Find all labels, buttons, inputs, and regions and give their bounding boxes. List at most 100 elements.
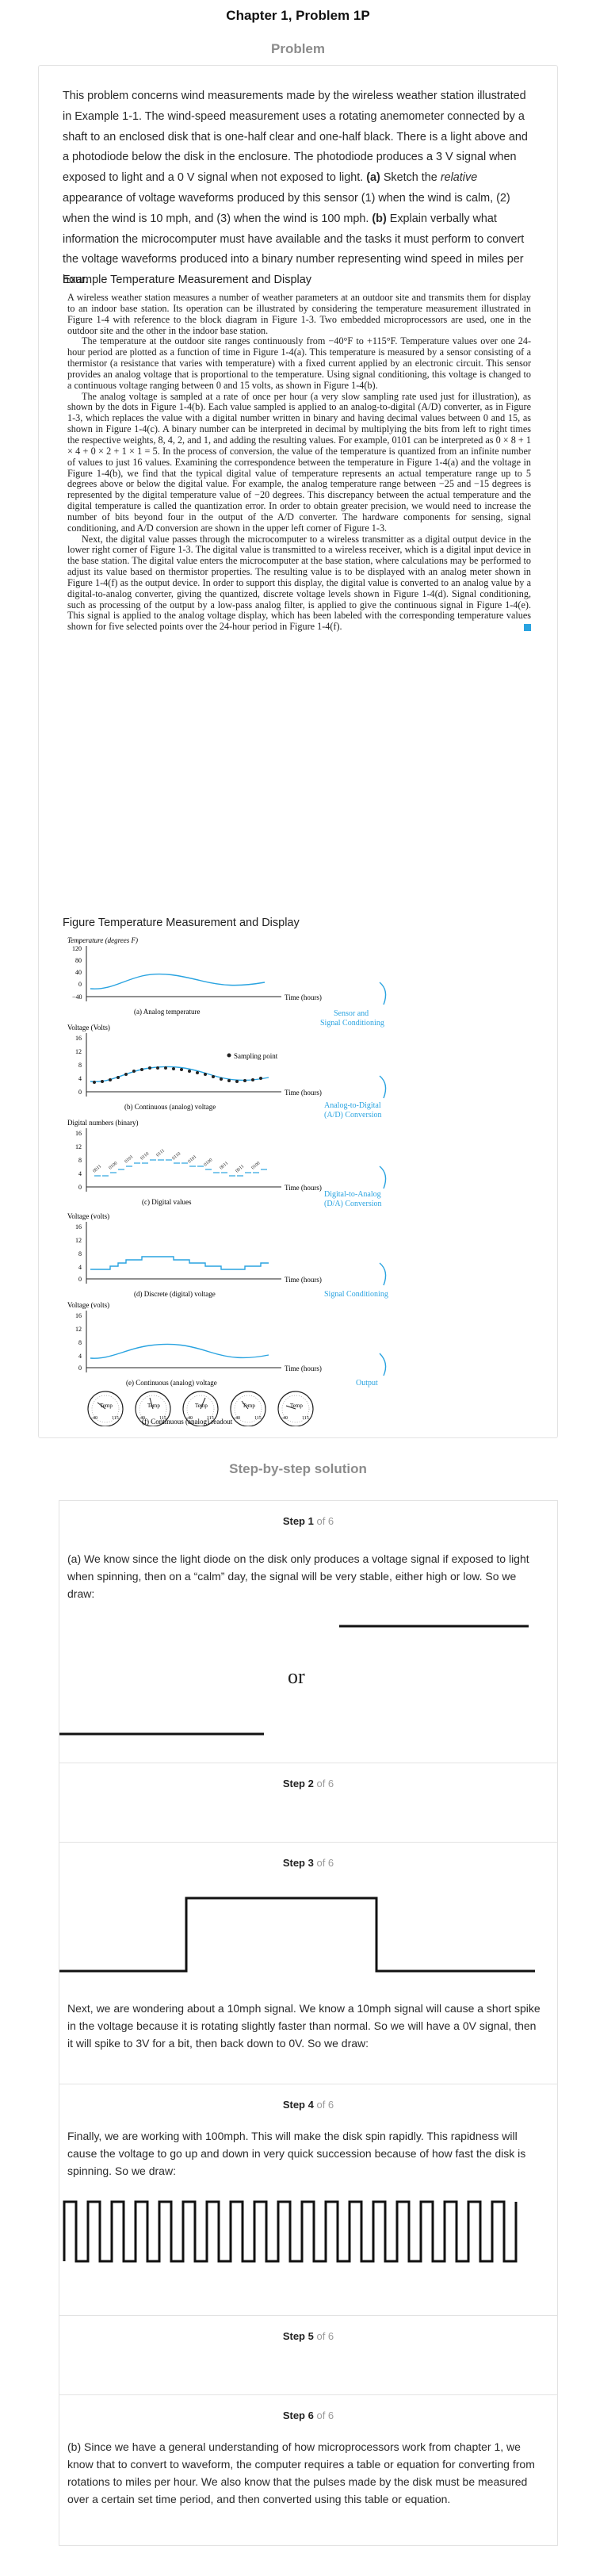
svg-text:-40: -40 (91, 1416, 97, 1421)
panel-e-trace (90, 1343, 269, 1359)
svg-text:115: 115 (302, 1416, 309, 1421)
svg-text:Time (hours): Time (hours) (285, 1276, 322, 1284)
svg-text:4: 4 (78, 1353, 82, 1360)
panel-d: Voltage (volts) 16 12 8 4 0 Time (hours)… (67, 1212, 388, 1299)
svg-text:0110: 0110 (139, 1151, 150, 1161)
step-1-diagram: or (59, 1625, 529, 1736)
svg-text:(D/A) Conversion: (D/A) Conversion (324, 1200, 382, 1208)
arrow-label-5: Output (356, 1379, 378, 1388)
svg-text:115: 115 (254, 1416, 262, 1421)
svg-text:4: 4 (78, 1075, 82, 1082)
sampling-point-legend: Sampling point (234, 1052, 278, 1060)
svg-text:Temp: Temp (243, 1403, 255, 1409)
relative-word: relative (440, 171, 478, 185)
book-excerpt: A wireless weather station measures a nu… (67, 292, 531, 633)
arrow-label-4: Signal Conditioning (324, 1290, 388, 1299)
100mph-pulse-waveform (63, 2200, 518, 2263)
book-paragraph: The temperature at the outdoor site rang… (67, 335, 531, 391)
svg-text:-40: -40 (234, 1416, 240, 1421)
end-square-icon (524, 624, 531, 632)
step-3-card: Step 3 of 6 Next, we are wondering about… (59, 1843, 558, 2084)
or-label: or (288, 1665, 305, 1688)
part-b-label: (b) (372, 212, 387, 225)
panel-c: Digital numbers (binary) 16 12 8 4 0 001… (67, 1119, 387, 1208)
svg-text:8: 8 (78, 1157, 82, 1164)
svg-text:0: 0 (78, 1276, 82, 1283)
step-3-diagram (59, 1897, 535, 1973)
svg-text:Time (hours): Time (hours) (285, 1089, 322, 1097)
svg-text:16: 16 (75, 1035, 82, 1042)
svg-text:120: 120 (72, 945, 82, 952)
svg-text:12: 12 (75, 1237, 82, 1244)
svg-text:Time (hours): Time (hours) (285, 993, 322, 1001)
svg-text:115: 115 (207, 1416, 214, 1421)
arrow-label-2: Analog-to-Digital (324, 1101, 381, 1110)
svg-text:115: 115 (159, 1416, 166, 1421)
svg-text:0: 0 (78, 1365, 82, 1372)
dial-icon: Temp -40 115 (182, 1391, 219, 1426)
svg-text:0110: 0110 (171, 1151, 181, 1161)
step-3-text: Next, we are wondering about a 10mph sig… (67, 2002, 541, 2050)
svg-text:8: 8 (78, 1339, 82, 1346)
panel-d-ylabel: Voltage (volts) (67, 1212, 109, 1220)
arrow-label-3: Digital-to-Analog (324, 1190, 381, 1199)
panel-e: Voltage (volts) 16 12 8 4 0 Time (hours)… (67, 1301, 387, 1388)
panel-a-ylabel: Temperature (degrees F) (67, 936, 138, 944)
svg-text:Temp: Temp (290, 1403, 303, 1409)
svg-text:16: 16 (75, 1223, 82, 1231)
panel-d-caption: (d) Discrete (digital) voltage (134, 1290, 216, 1298)
svg-text:0101: 0101 (187, 1154, 197, 1164)
step-1-card: Step 1 of 6 (a) We know since the light … (59, 1500, 558, 1763)
svg-text:Temp: Temp (147, 1403, 160, 1409)
dial-icon: Temp -40 115 (277, 1391, 314, 1426)
step-6-card: Step 6 of 6 (b) Since we have a general … (59, 2395, 558, 2546)
step-5-card: Step 5 of 6 (59, 2316, 558, 2395)
svg-text:8: 8 (78, 1062, 82, 1069)
svg-text:12: 12 (75, 1048, 82, 1055)
step-3-heading: Step 3 of 6 (282, 1857, 334, 1869)
temperature-figure: Temperature (degrees F) 120 80 40 0 −40 … (67, 936, 388, 1426)
binary-labels: 0011 0100 0101 0110 0111 0110 0101 0100 0011 0011… (92, 1149, 261, 1174)
panel-f: Temp -40 115 Temp -40 115 Temp -40 115 (87, 1391, 314, 1426)
svg-text:0100: 0100 (203, 1158, 213, 1167)
panel-c-ylabel: Digital numbers (binary) (67, 1119, 138, 1127)
panel-a-trace (90, 973, 266, 989)
svg-text:8: 8 (78, 1250, 82, 1257)
step-4-heading: Step 4 of 6 (282, 2099, 334, 2111)
svg-text:12: 12 (75, 1143, 82, 1150)
svg-text:0011: 0011 (235, 1164, 245, 1173)
svg-text:Temp: Temp (100, 1403, 113, 1409)
digital-value-bars (94, 1159, 267, 1177)
problem-intro-4: Explain verbally what information the mi… (63, 212, 525, 287)
step-4-text: Finally, we are working with 100mph. Thi… (67, 2130, 526, 2177)
book-paragraph: Next, the digital value passes through t… (67, 533, 531, 633)
step-1-heading: Step 1 of 6 (282, 1515, 334, 1527)
page-title: Chapter 1, Problem 1P (226, 8, 370, 23)
panel-b: Voltage (Volts) 16 12 8 4 0 Sampling poi… (67, 1024, 387, 1120)
svg-text:(A/D) Conversion: (A/D) Conversion (324, 1111, 382, 1120)
svg-text:Temp: Temp (195, 1403, 208, 1409)
problem-intro-2: Sketch the (383, 171, 437, 185)
svg-text:0: 0 (78, 1184, 82, 1191)
panel-c-caption: (c) Digital values (142, 1198, 192, 1206)
problem-statement: This problem concerns wind measurements … (63, 86, 535, 291)
step-4-card: Step 4 of 6 Finally, we are working with… (59, 2084, 558, 2316)
step-6-text: (b) Since we have a general understandin… (67, 2440, 535, 2505)
svg-text:0100: 0100 (108, 1161, 118, 1170)
svg-text:Signal Conditioning: Signal Conditioning (320, 1019, 384, 1028)
panel-b-ylabel: Voltage (Volts) (67, 1024, 110, 1032)
svg-text:0100: 0100 (250, 1161, 261, 1170)
svg-text:0011: 0011 (219, 1161, 229, 1170)
10mph-pulse-waveform (59, 1897, 535, 1973)
problem-card: This problem concerns wind measurements … (38, 65, 558, 1438)
step-2-card: Step 2 of 6 (59, 1763, 558, 1843)
svg-text:−40: −40 (72, 993, 82, 1001)
svg-text:0: 0 (78, 1089, 82, 1096)
svg-text:80: 80 (75, 957, 82, 964)
svg-text:-40: -40 (281, 1416, 288, 1421)
svg-text:16: 16 (75, 1312, 82, 1319)
svg-text:-40: -40 (186, 1416, 193, 1421)
svg-text:Time (hours): Time (hours) (285, 1184, 322, 1192)
step-1-text: (a) We know since the light diode on the… (67, 1552, 529, 1600)
svg-text:0011: 0011 (92, 1164, 102, 1173)
